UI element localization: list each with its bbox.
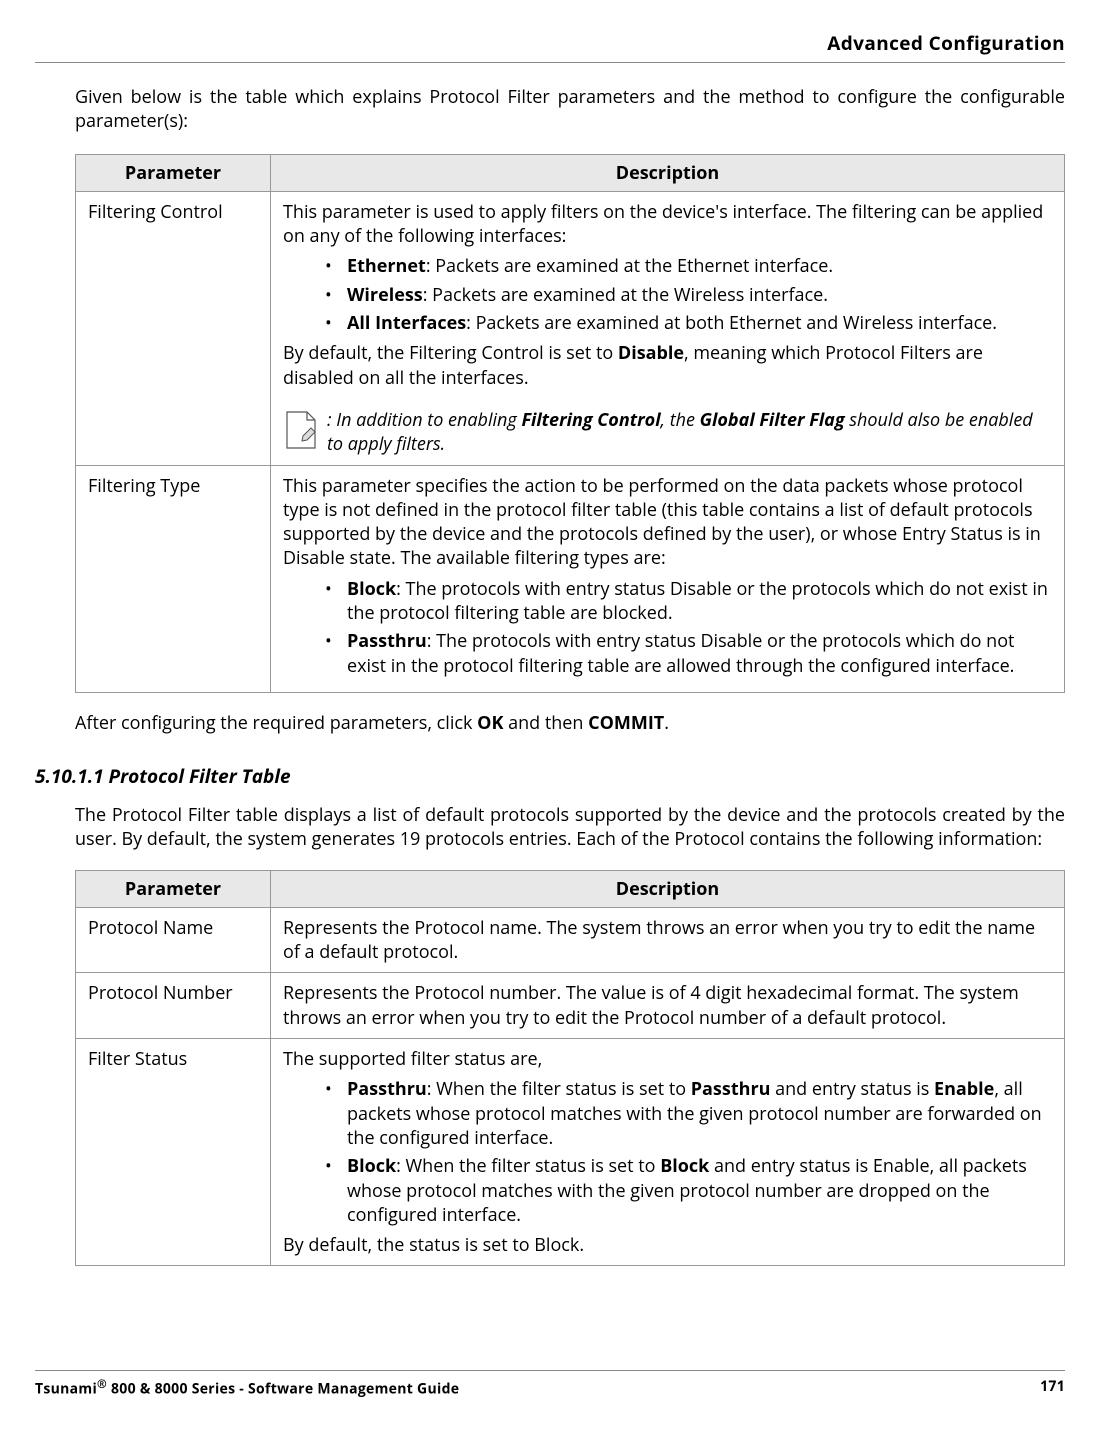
footer-left-pre: Tsunami	[35, 1380, 97, 1399]
desc-lead: The supported filter status are,	[283, 1047, 1052, 1071]
footer-left-sup: ®	[97, 1377, 107, 1392]
desc-cell: This parameter specifies the action to b…	[271, 465, 1065, 692]
note-b2: Global Filter Flag	[700, 408, 845, 432]
col-description: Description	[271, 870, 1065, 907]
intro-paragraph: Given below is the table which explains …	[75, 85, 1065, 134]
header-rule	[35, 62, 1065, 63]
list-item: Block: The protocols with entry status D…	[325, 577, 1052, 626]
protocol-filter-params-table: Parameter Description Filtering Control …	[75, 154, 1065, 693]
desc-lead: This parameter specifies the action to b…	[283, 474, 1052, 571]
list-item: Wireless: Packets are examined at the Wi…	[325, 283, 1052, 307]
term: Wireless	[347, 283, 423, 307]
footer-left: Tsunami® 800 & 8000 Series - Software Ma…	[35, 1377, 459, 1399]
note-text: : In addition to enabling Filtering Cont…	[327, 408, 1052, 457]
note-pre: : In addition to enabling	[327, 408, 521, 432]
list-item: All Interfaces: Packets are examined at …	[325, 311, 1052, 335]
table-row: Filtering Control This parameter is used…	[76, 191, 1065, 465]
tail-pre: By default, the Filtering Control is set…	[283, 341, 618, 365]
desc-list: Ethernet: Packets are examined at the Et…	[283, 254, 1052, 335]
term: Passthru	[347, 629, 427, 653]
param-cell: Filtering Type	[76, 465, 271, 692]
term-rest: : The protocols with entry status Disabl…	[347, 577, 1048, 625]
footer-left-post: 800 & 8000 Series - Software Management …	[107, 1380, 459, 1399]
footer-page-number: 171	[1040, 1377, 1065, 1399]
at-b1: OK	[477, 711, 503, 735]
b1: Passthru	[691, 1077, 771, 1101]
desc-list: Block: The protocols with entry status D…	[283, 577, 1052, 678]
table-row: Filter Status The supported filter statu…	[76, 1039, 1065, 1266]
table-header-row: Parameter Description	[76, 154, 1065, 191]
term-rest: : Packets are examined at the Ethernet i…	[426, 254, 833, 278]
list-item: Passthru: The protocols with entry statu…	[325, 629, 1052, 678]
note-block: : In addition to enabling Filtering Cont…	[283, 408, 1052, 457]
desc-tail: By default, the status is set to Block.	[283, 1233, 1052, 1257]
param-cell: Protocol Name	[76, 907, 271, 973]
desc-tail: By default, the Filtering Control is set…	[283, 341, 1052, 390]
table-row: Filtering Type This parameter specifies …	[76, 465, 1065, 692]
footer-rule	[35, 1370, 1065, 1371]
term: Block	[347, 577, 396, 601]
table-header-row: Parameter Description	[76, 870, 1065, 907]
param-cell: Protocol Number	[76, 973, 271, 1039]
desc-lead: This parameter is used to apply filters …	[283, 200, 1052, 249]
desc-cell: Represents the Protocol name. The system…	[271, 907, 1065, 973]
note-icon	[283, 410, 319, 456]
param-cell: Filtering Control	[76, 191, 271, 465]
subsection-heading: 5.10.1.1 Protocol Filter Table	[35, 763, 1065, 789]
at-pre: After configuring the required parameter…	[75, 711, 477, 735]
note-mid: , the	[661, 408, 700, 432]
list-item: Passthru: When the filter status is set …	[325, 1077, 1052, 1150]
term-rest: : Packets are examined at the Wireless i…	[423, 283, 828, 307]
term: Passthru	[347, 1077, 427, 1101]
term-rest: : Packets are examined at both Ethernet …	[466, 311, 997, 335]
at-mid: and then	[503, 711, 588, 735]
p1: : When the filter status is set to	[427, 1077, 691, 1101]
at-b2: COMMIT	[588, 711, 664, 735]
subsection-intro: The Protocol Filter table displays a lis…	[75, 803, 1065, 852]
table-row: Protocol Name Represents the Protocol na…	[76, 907, 1065, 973]
after-table-text: After configuring the required parameter…	[75, 711, 1065, 735]
note-b1: Filtering Control	[521, 408, 660, 432]
at-post: .	[664, 711, 669, 735]
p2: and entry status is	[770, 1077, 934, 1101]
term: All Interfaces	[347, 311, 466, 335]
param-cell: Filter Status	[76, 1039, 271, 1266]
b1: Block	[660, 1154, 709, 1178]
desc-cell: The supported filter status are, Passthr…	[271, 1039, 1065, 1266]
col-description: Description	[271, 154, 1065, 191]
p1: : When the filter status is set to	[396, 1154, 660, 1178]
page-header-title: Advanced Configuration	[35, 30, 1065, 56]
term-rest: : The protocols with entry status Disabl…	[347, 629, 1014, 677]
col-parameter: Parameter	[76, 154, 271, 191]
table-row: Protocol Number Represents the Protocol …	[76, 973, 1065, 1039]
tail-bold: Disable	[618, 341, 684, 365]
desc-list: Passthru: When the filter status is set …	[283, 1077, 1052, 1227]
desc-cell: Represents the Protocol number. The valu…	[271, 973, 1065, 1039]
desc-cell: This parameter is used to apply filters …	[271, 191, 1065, 465]
term: Block	[347, 1154, 396, 1178]
page-footer: Tsunami® 800 & 8000 Series - Software Ma…	[35, 1370, 1065, 1399]
col-parameter: Parameter	[76, 870, 271, 907]
b2: Enable	[934, 1077, 994, 1101]
list-item: Block: When the filter status is set to …	[325, 1154, 1052, 1227]
protocol-filter-table: Parameter Description Protocol Name Repr…	[75, 870, 1065, 1267]
list-item: Ethernet: Packets are examined at the Et…	[325, 254, 1052, 278]
term: Ethernet	[347, 254, 426, 278]
